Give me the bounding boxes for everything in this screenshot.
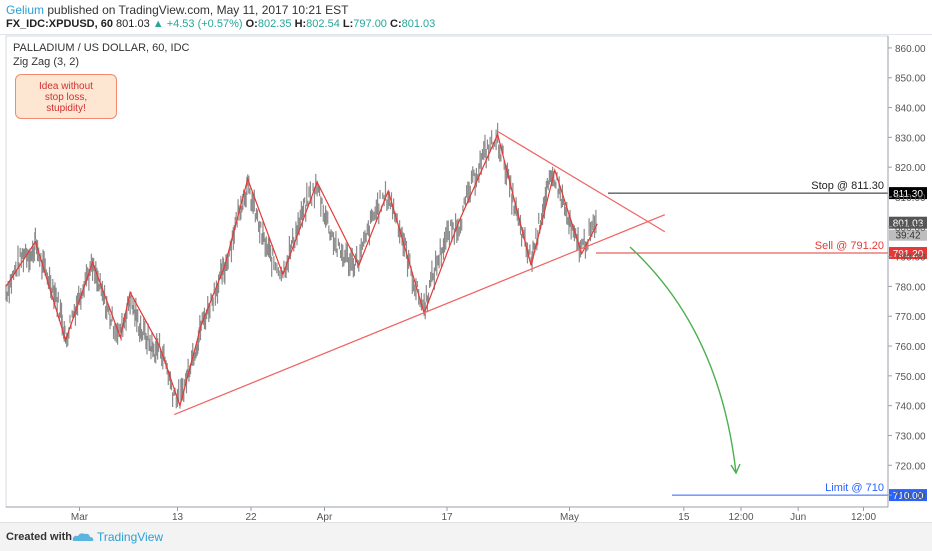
indicator-label[interactable]: Zig Zag (3, 2) [13, 56, 80, 68]
y-tick-label: 810.00 [895, 193, 926, 204]
x-tick-label: 12:00 [851, 512, 876, 523]
resistance-trendline [497, 130, 666, 233]
y-tick-label: 710.00 [895, 491, 926, 502]
symbol-label: FX_IDC:XPDUSD, 60 [6, 18, 113, 30]
level-badge-text: 710.00 [893, 491, 924, 502]
support-trendline [174, 214, 666, 416]
created-with-label: Created with [6, 531, 73, 543]
price-change: ▲ +4.53 (+0.57%) [152, 18, 243, 30]
idea-note[interactable]: Idea without stop loss, stupidity! [15, 74, 117, 119]
y-tick-label: 770.00 [895, 312, 926, 323]
low-value: 797.00 [353, 18, 387, 30]
level-label: Stop @ 811.30 [811, 180, 884, 192]
last-price-badge [889, 216, 927, 229]
tradingview-brand[interactable]: TradingView [97, 530, 164, 544]
high-label: H: [294, 18, 307, 30]
y-tick-label: 740.00 [895, 402, 926, 413]
level-label: Sell @ 791.20 [815, 240, 884, 252]
y-tick-label: 730.00 [895, 431, 926, 442]
open-value: 802.35 [257, 18, 292, 30]
chart-title: PALLADIUM / US DOLLAR, 60, IDC [13, 42, 190, 54]
level-badge-text: 811.30 [893, 189, 923, 200]
y-tick-label: 850.00 [895, 74, 926, 85]
note-line-3: stupidity! [46, 103, 86, 114]
high-value: 802.54 [306, 18, 340, 30]
arrow-head [730, 463, 741, 475]
x-tick-label: 22 [245, 512, 257, 523]
x-tick-label: Mar [71, 512, 89, 523]
y-tick-label: 830.00 [895, 133, 926, 144]
x-tick-label: Apr [317, 512, 333, 523]
y-tick-label: 840.00 [895, 104, 926, 115]
x-tick-label: 13 [172, 512, 184, 523]
low-label: L: [342, 18, 354, 30]
level-badge [889, 247, 927, 260]
note-line-2: stop loss, [44, 92, 88, 103]
x-tick-label: 15 [678, 512, 690, 523]
top-bar: Gelium published on TradingView.com, May… [0, 0, 932, 35]
countdown-badge-text: 39:42 [895, 231, 920, 242]
close-value: 801.03 [401, 18, 436, 30]
level-label: Limit @ 710 [825, 482, 884, 494]
x-tick-label: 17 [441, 512, 453, 523]
ohlc-line: FX_IDC:XPDUSD, 60 801.03 ▲ +4.53 (+0.57%… [6, 18, 435, 30]
last-price-badge-text: 801.03 [893, 219, 924, 230]
note-line-1: Idea without [39, 81, 93, 92]
last-price: 801.03 [116, 18, 150, 30]
tradingview-cloud-icon [72, 533, 94, 541]
open-label: O: [245, 18, 258, 30]
y-tick-label: 860.00 [895, 44, 926, 55]
x-tick-label: Jun [790, 512, 806, 523]
y-tick-label: 750.00 [895, 372, 926, 383]
projection-arrow [629, 246, 737, 474]
level-badge [889, 489, 927, 502]
close-label: C: [390, 18, 402, 30]
publish-line: Gelium published on TradingView.com, May… [6, 3, 348, 17]
level-badge-text: 791.20 [893, 249, 924, 260]
y-tick-label: 760.00 [895, 342, 926, 353]
x-tick-label: May [560, 512, 579, 523]
countdown-badge [889, 229, 927, 241]
y-tick-label: 800.00 [895, 223, 926, 234]
zigzag-line [5, 132, 598, 408]
footer: Created with TradingView [0, 522, 932, 551]
publish-info: published on TradingView.com, May 11, 20… [47, 3, 349, 17]
y-tick-label: 780.00 [895, 282, 926, 293]
y-tick-label: 790.00 [895, 253, 926, 264]
y-tick-label: 720.00 [895, 461, 926, 472]
author-link[interactable]: Gelium [6, 3, 45, 17]
plot-frame [5, 35, 889, 508]
level-badge [889, 187, 927, 200]
y-tick-label: 820.00 [895, 163, 926, 174]
x-tick-label: 12:00 [728, 512, 753, 523]
